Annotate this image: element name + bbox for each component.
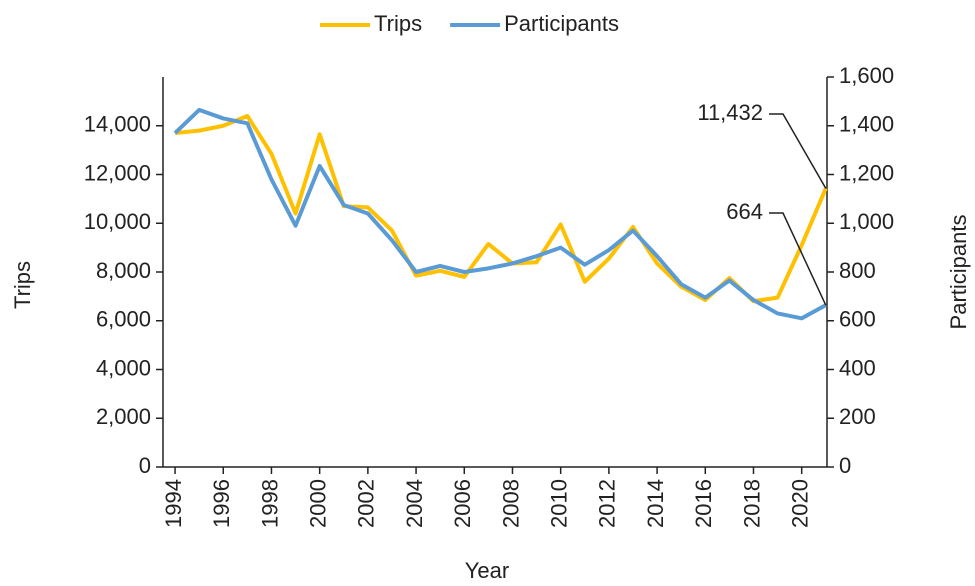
y2-tick-label: 1,600 [839, 63, 894, 88]
y-tick-label: 2,000 [96, 404, 151, 429]
y2-axis-label: Participants [946, 215, 971, 330]
y-tick-label: 8,000 [96, 258, 151, 283]
x-tick-label: 2014 [643, 479, 668, 528]
x-tick-label: 2016 [691, 479, 716, 528]
x-tick-label: 2004 [402, 479, 427, 528]
y-tick-label: 14,000 [84, 112, 151, 137]
leader-line [769, 113, 827, 189]
x-tick-label: 1998 [257, 479, 282, 528]
y2-tick-label: 800 [839, 258, 876, 283]
y-tick-label: 10,000 [84, 209, 151, 234]
legend-label: Trips [374, 11, 422, 36]
y-tick-label: 0 [139, 453, 151, 478]
y-tick-label: 6,000 [96, 307, 151, 332]
legend-label: Participants [504, 11, 619, 36]
x-tick-label: 2010 [546, 479, 571, 528]
x-tick-label: 2000 [305, 479, 330, 528]
y2-tick-label: 1,000 [839, 209, 894, 234]
series-line [173, 107, 827, 321]
leader-line [769, 212, 827, 306]
x-tick-label: 2002 [354, 479, 379, 528]
y2-tick-label: 600 [839, 307, 876, 332]
y2-tick-label: 1,200 [839, 160, 894, 185]
x-tick-label: 2008 [498, 479, 523, 528]
x-tick-label: 2018 [739, 479, 764, 528]
data-label: 11,432 [697, 100, 763, 125]
y-axis-label: Trips [10, 261, 35, 309]
y2-tick-label: 200 [839, 404, 876, 429]
y2-tick-label: 400 [839, 355, 876, 380]
x-tick-label: 2012 [595, 479, 620, 528]
data-label: 664 [726, 199, 763, 224]
x-tick-label: 2006 [450, 479, 475, 528]
y2-tick-label: 0 [839, 453, 851, 478]
y-tick-label: 12,000 [84, 160, 151, 185]
y-tick-label: 4,000 [96, 355, 151, 380]
x-tick-label: 1994 [161, 479, 186, 528]
x-axis-label: Year [465, 558, 509, 583]
x-tick-label: 2020 [788, 479, 813, 528]
x-tick-label: 1996 [209, 479, 234, 528]
y2-tick-label: 1,400 [839, 112, 894, 137]
